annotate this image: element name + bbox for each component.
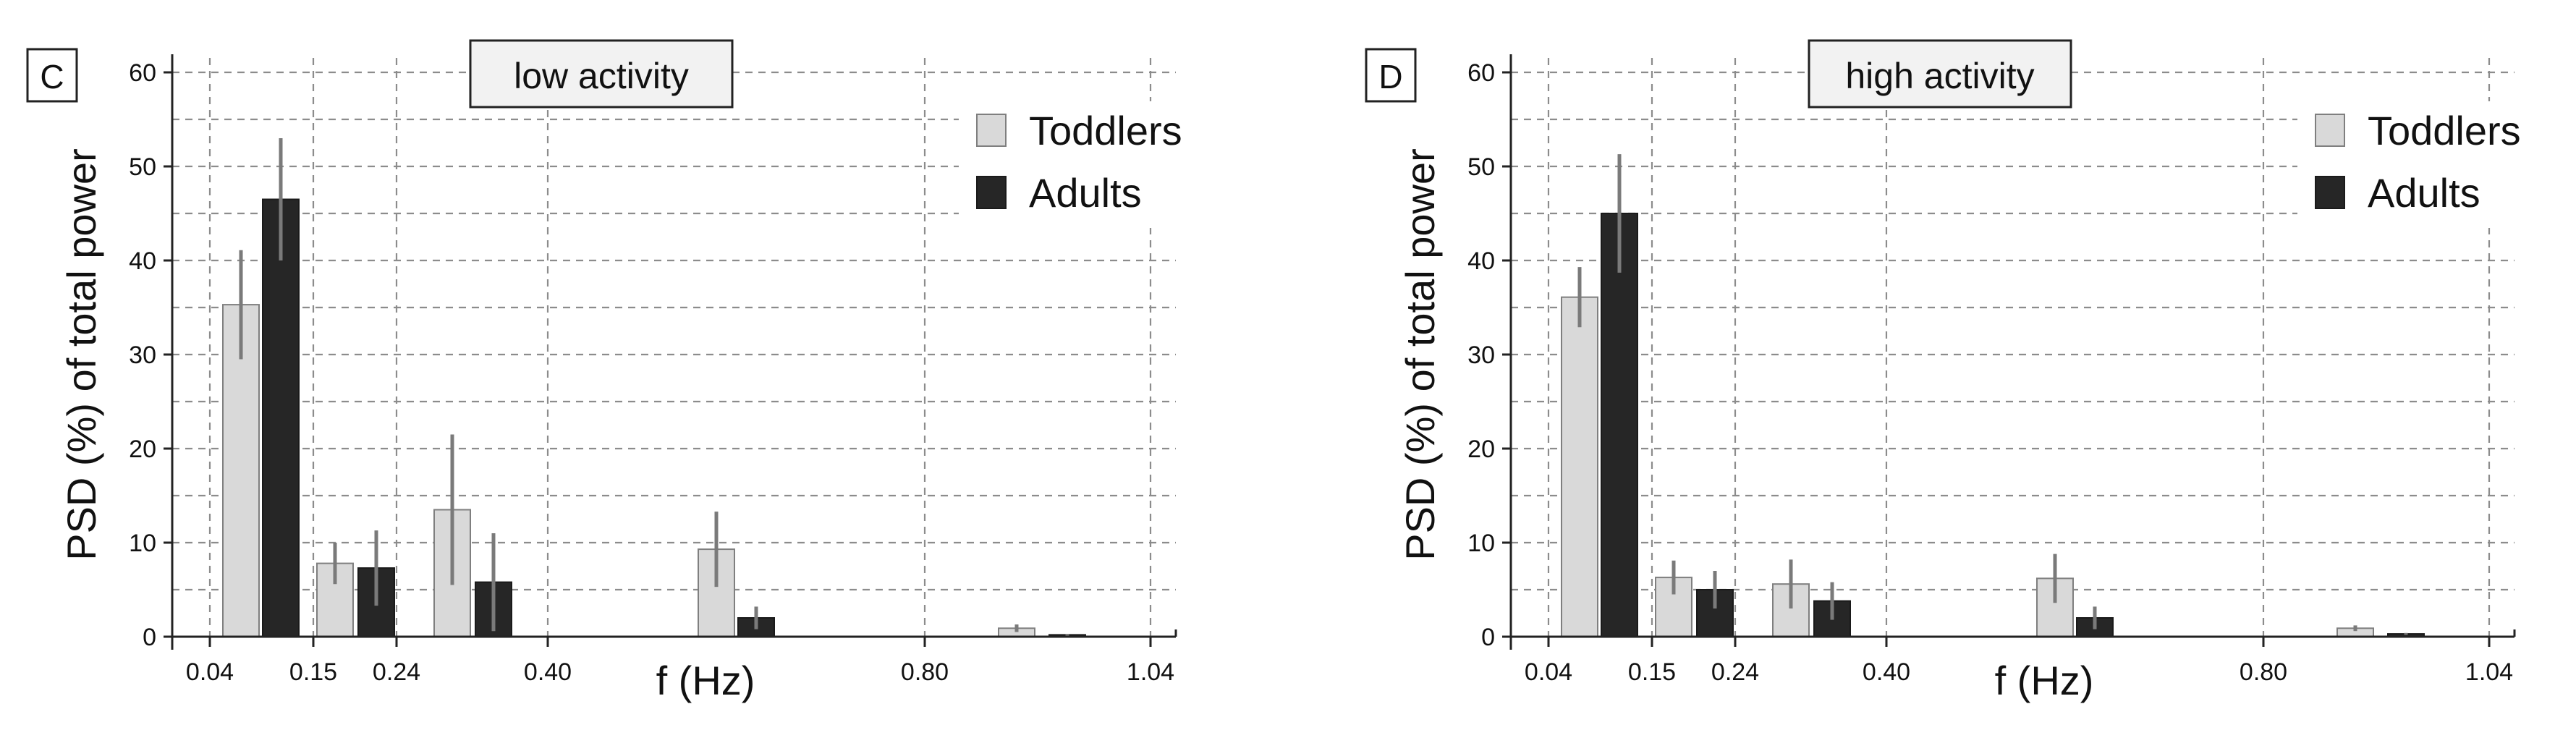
chart-title-box: low activity bbox=[469, 39, 734, 109]
panel-c: 0 10 20 30 40 50 60 0.04 0.15 0.24 0.40 0.80 1.04 f (… bbox=[26, 39, 1205, 703]
panel-label-frame bbox=[1365, 48, 1417, 103]
y-tick-label: 20 bbox=[1467, 436, 1495, 463]
panel-label-box: C bbox=[26, 48, 78, 103]
y-tick-label: 50 bbox=[129, 153, 156, 181]
x-tick-label: 0.15 bbox=[1628, 658, 1676, 686]
legend-swatch-adults bbox=[2315, 176, 2345, 209]
chart-title-frame bbox=[469, 39, 734, 109]
chart-title: high activity bbox=[1845, 56, 2034, 96]
y-tick-label: 40 bbox=[129, 247, 156, 275]
axes: 0 10 20 30 40 50 60 0.04 0.15 0.24 0.40 0.80 1.04 f (… bbox=[59, 54, 1177, 703]
y-axis-label: PSD (%) of total power bbox=[59, 148, 104, 561]
x-tick-label: 0.24 bbox=[373, 658, 420, 686]
x-tick-label: 1.04 bbox=[2465, 658, 2513, 686]
y-tick-label: 40 bbox=[1467, 247, 1495, 275]
axes: 0 10 20 30 40 50 60 0.04 0.15 0.24 0.40 0.80 1.04 f (… bbox=[1397, 54, 2516, 703]
x-tick-label: 0.04 bbox=[186, 658, 234, 686]
bar-adults-0 bbox=[1601, 213, 1638, 637]
grid bbox=[172, 58, 1176, 637]
panel-label-box: D bbox=[1365, 48, 1417, 103]
legend-label-adults: Adults bbox=[2368, 170, 2480, 216]
y-tick-label: 30 bbox=[129, 342, 156, 369]
bars bbox=[222, 138, 1086, 638]
x-tick-label: 0.80 bbox=[901, 658, 949, 686]
x-tick-label: 0.24 bbox=[1711, 658, 1759, 686]
x-tick-label: 0.40 bbox=[1863, 658, 1910, 686]
x-tick-label: 0.15 bbox=[289, 658, 337, 686]
x-tick-label: 0.04 bbox=[1525, 658, 1572, 686]
x-axis-label: f (Hz) bbox=[656, 658, 755, 703]
y-tick-label: 60 bbox=[1467, 59, 1495, 87]
y-tick-label: 0 bbox=[143, 624, 156, 651]
panel-label: C bbox=[40, 58, 64, 96]
chart-title-box: high activity bbox=[1808, 39, 2072, 109]
y-tick-label: 30 bbox=[1467, 342, 1495, 369]
x-axis-label: f (Hz) bbox=[1995, 658, 2094, 703]
legend: Toddlers Adults bbox=[2297, 101, 2543, 228]
y-tick-label: 20 bbox=[129, 436, 156, 463]
x-tick-label: 0.40 bbox=[524, 658, 572, 686]
y-axis-label: PSD (%) of total power bbox=[1397, 148, 1443, 561]
panel-label: D bbox=[1378, 58, 1402, 96]
legend: Toddlers Adults bbox=[959, 101, 1205, 228]
bar-toddlers-3 bbox=[2036, 577, 2074, 638]
y-tick-label: 50 bbox=[1467, 153, 1495, 181]
chart-title-frame bbox=[1808, 39, 2072, 109]
y-tick-label: 60 bbox=[129, 59, 156, 87]
x-tick-label: 1.04 bbox=[1127, 658, 1174, 686]
y-tick-label: 10 bbox=[129, 530, 156, 557]
y-tick-label: 0 bbox=[1481, 624, 1495, 651]
panel-d: 0 10 20 30 40 50 60 0.04 0.15 0.24 0.40 0.80 1.04 f (… bbox=[1365, 39, 2543, 703]
bar-toddlers-0 bbox=[1561, 296, 1598, 637]
legend-label-toddlers: Toddlers bbox=[1029, 108, 1182, 153]
legend-swatch-toddlers bbox=[976, 114, 1007, 147]
legend-swatch-adults bbox=[976, 176, 1007, 209]
legend-swatch-toddlers bbox=[2315, 114, 2345, 147]
bar-adults-0 bbox=[262, 198, 300, 637]
legend-label-adults: Adults bbox=[1029, 170, 1142, 216]
panel-label-frame bbox=[26, 48, 78, 103]
y-tick-label: 10 bbox=[1467, 530, 1495, 557]
bar-toddlers-0 bbox=[222, 304, 260, 637]
chart-title: low activity bbox=[514, 56, 689, 96]
x-tick-label: 0.80 bbox=[2240, 658, 2287, 686]
bars bbox=[1561, 154, 2425, 638]
legend-label-toddlers: Toddlers bbox=[2368, 108, 2521, 153]
